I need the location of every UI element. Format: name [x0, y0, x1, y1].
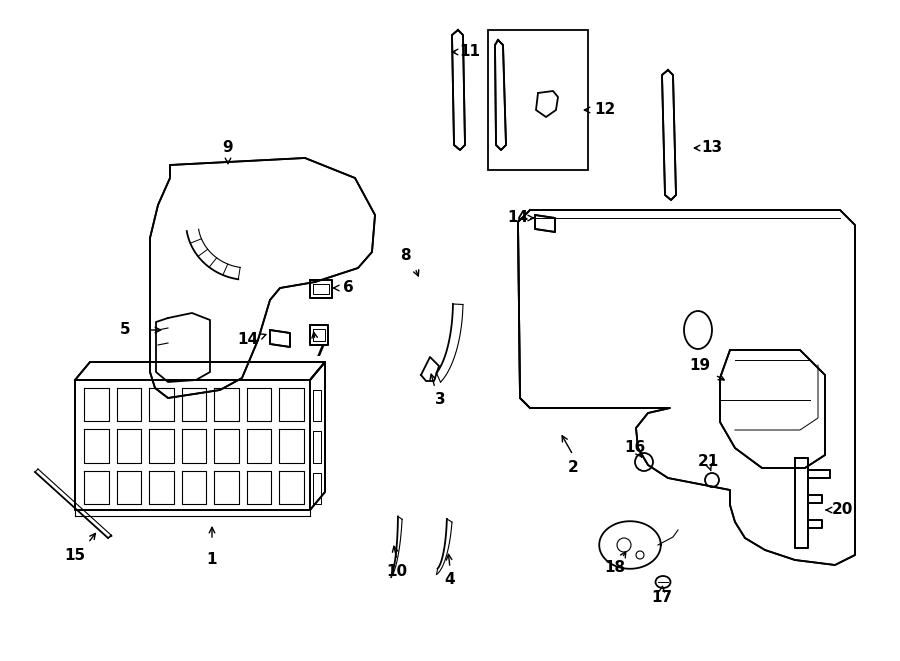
Text: 8: 8: [400, 247, 410, 262]
Text: 3: 3: [435, 393, 446, 407]
Text: 17: 17: [652, 590, 672, 605]
Polygon shape: [270, 330, 290, 347]
Text: 12: 12: [594, 102, 616, 118]
Polygon shape: [310, 280, 332, 298]
Polygon shape: [495, 40, 506, 150]
Text: 13: 13: [701, 141, 723, 155]
Text: 11: 11: [460, 44, 481, 59]
Text: 1: 1: [207, 553, 217, 568]
Polygon shape: [808, 495, 822, 503]
Polygon shape: [795, 458, 808, 548]
Text: 18: 18: [605, 561, 626, 576]
Polygon shape: [808, 470, 830, 478]
Bar: [488, 30, 588, 170]
Polygon shape: [662, 70, 676, 200]
Polygon shape: [720, 350, 825, 468]
Text: 6: 6: [343, 280, 354, 295]
Polygon shape: [310, 325, 328, 345]
Polygon shape: [75, 380, 310, 510]
Text: 21: 21: [698, 455, 718, 469]
Polygon shape: [310, 362, 325, 510]
Polygon shape: [75, 362, 325, 380]
Text: 14: 14: [238, 332, 258, 348]
Polygon shape: [452, 30, 465, 150]
Text: 19: 19: [689, 358, 711, 373]
Text: 15: 15: [65, 549, 86, 563]
Text: 14: 14: [508, 210, 528, 225]
Text: 2: 2: [568, 461, 579, 475]
Polygon shape: [808, 520, 822, 528]
Text: 20: 20: [832, 502, 852, 518]
Text: 5: 5: [120, 323, 130, 338]
Text: 7: 7: [315, 344, 325, 360]
Polygon shape: [518, 210, 855, 565]
Text: 16: 16: [625, 440, 645, 455]
Polygon shape: [535, 215, 555, 232]
Text: 9: 9: [222, 139, 233, 155]
Text: 4: 4: [445, 572, 455, 588]
Polygon shape: [599, 522, 661, 569]
Text: 10: 10: [386, 564, 408, 580]
Polygon shape: [150, 158, 375, 398]
